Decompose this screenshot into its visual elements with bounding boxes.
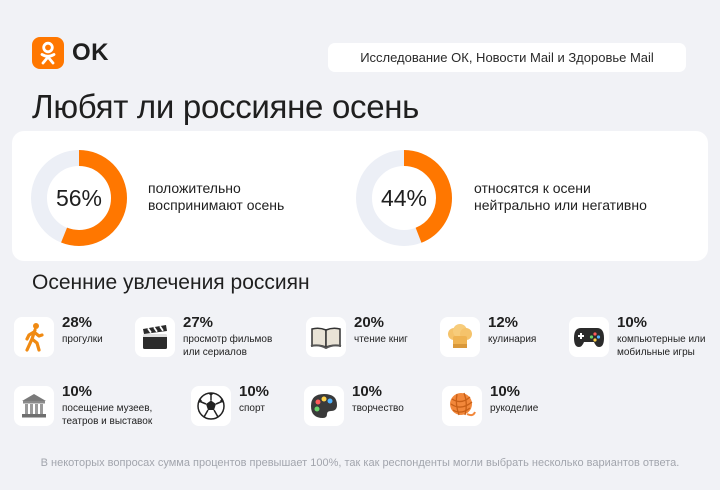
soccer-ball-icon: [191, 386, 231, 426]
hobby-label: спорт: [239, 402, 265, 415]
hobby-percent: 20%: [354, 314, 385, 331]
stat-description-neutral: относятся к осени нейтрально или негатив…: [474, 180, 647, 214]
museum-icon: [14, 386, 54, 426]
donut-arc-positive: [31, 150, 127, 246]
hobby-percent: 27%: [183, 314, 214, 331]
chef-hat-icon: [440, 317, 480, 357]
hobby-label: рукоделие: [490, 402, 538, 415]
stat-line: относятся к осени: [474, 180, 591, 196]
hobby-percent: 28%: [62, 314, 93, 331]
clapperboard-icon: [135, 317, 175, 357]
hobby-label-line: спорт: [239, 403, 265, 414]
donut-chart-positive: 56%: [31, 150, 127, 246]
donut-chart-neutral: 44%: [356, 150, 452, 246]
hobby-label: просмотр фильмов или сериалов: [183, 333, 272, 359]
stat-value-positive: 56%: [55, 184, 103, 211]
yarn-ball-icon: [442, 386, 482, 426]
walking-person-icon: [14, 317, 54, 357]
ok-logo: OK: [32, 37, 109, 69]
hobby-label: посещение музеев, театров и выставок: [62, 402, 152, 428]
hobby-label: прогулки: [62, 333, 103, 346]
stats-card: 56% положительно воспринимают осень 44% …: [12, 131, 708, 261]
hobby-percent: 10%: [239, 383, 270, 400]
hobby-label-line: или сериалов: [183, 347, 247, 358]
gamepad-icon: [569, 317, 609, 357]
hobby-label-line: мобильные игры: [617, 347, 695, 358]
hobby-label-line: компьютерные или: [617, 334, 706, 345]
hobby-label: чтение книг: [354, 333, 408, 346]
ok-logo-icon: [32, 37, 64, 69]
stat-line: воспринимают осень: [148, 197, 285, 213]
donut-arc-neutral: [356, 150, 452, 246]
stat-description-positive: положительно воспринимают осень: [148, 180, 284, 214]
section-title: Осенние увлечения россиян: [32, 271, 310, 294]
hobby-label-line: посещение музеев,: [62, 403, 153, 414]
source-badge: Исследование ОК, Новости Mail и Здоровье…: [328, 43, 686, 72]
hobby-label-line: творчество: [352, 403, 404, 414]
stat-line: нейтрально или негативно: [474, 197, 647, 213]
hobby-label: компьютерные или мобильные игры: [617, 333, 705, 359]
hobby-label-line: театров и выставок: [62, 416, 153, 427]
hobby-percent: 10%: [62, 383, 93, 400]
hobby-percent: 10%: [352, 383, 383, 400]
logo-text: OK: [72, 39, 109, 66]
hobby-label-line: просмотр фильмов: [183, 334, 273, 345]
hobby-label-line: прогулки: [62, 334, 103, 345]
stat-value-neutral: 44%: [380, 184, 428, 211]
hobby-percent: 10%: [490, 383, 521, 400]
page-title: Любят ли россияне осень: [32, 88, 420, 125]
hobby-label: творчество: [352, 402, 404, 415]
hobby-label-line: кулинария: [488, 334, 537, 345]
footnote: В некоторых вопросах сумма процентов пре…: [40, 457, 680, 469]
stat-line: положительно: [148, 180, 241, 196]
hobby-percent: 12%: [488, 314, 519, 331]
hobby-label: кулинария: [488, 333, 536, 346]
open-book-icon: [306, 317, 346, 357]
hobby-label-line: чтение книг: [354, 334, 408, 345]
paint-palette-icon: [304, 386, 344, 426]
hobby-percent: 10%: [617, 314, 648, 331]
hobby-label-line: рукоделие: [490, 403, 539, 414]
